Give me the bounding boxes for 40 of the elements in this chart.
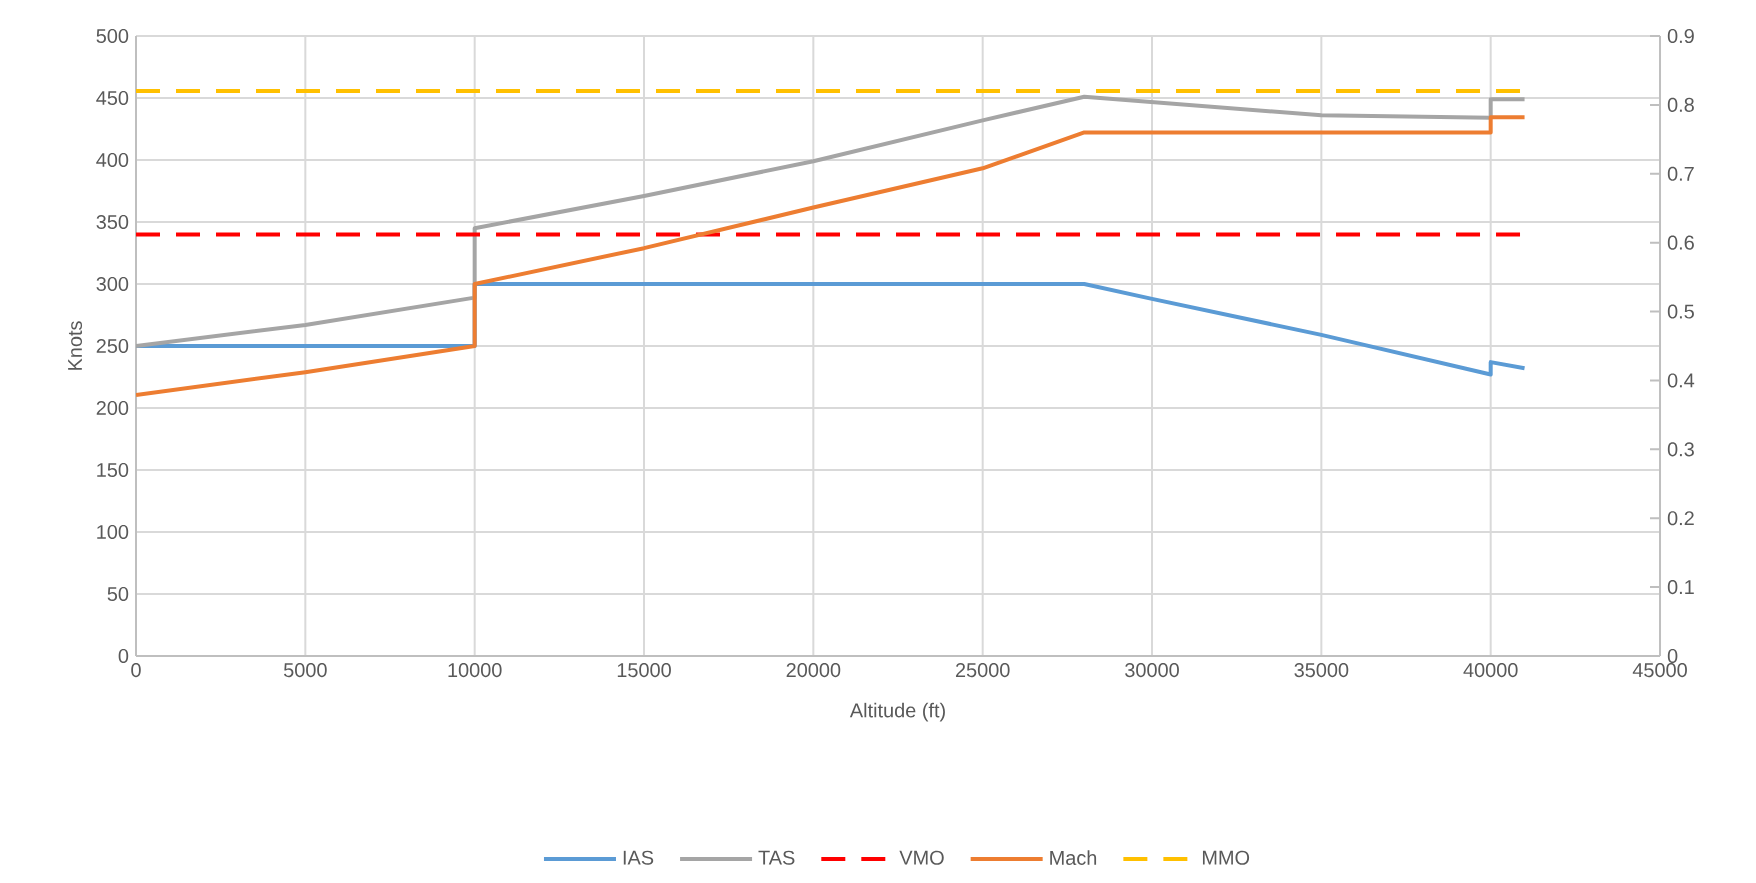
- y-tick-label: 450: [96, 90, 129, 106]
- x-tick-label: 35000: [1294, 663, 1349, 678]
- x-tick-label: 25000: [955, 663, 1010, 678]
- y-tick-label: 100: [97, 524, 129, 540]
- legend-label: VMO: [899, 850, 944, 865]
- x-tick-label: 5000: [283, 663, 327, 678]
- y2-tick-label: 0.5: [1667, 304, 1694, 319]
- legend-label: TAS: [758, 850, 795, 865]
- y-tick-label: 0: [118, 648, 129, 664]
- x-tick-label: 0: [131, 663, 141, 678]
- y-tick-label: 50: [107, 586, 129, 602]
- x-tick-label: 45000: [1632, 663, 1687, 678]
- legend-label: Mach: [1050, 850, 1097, 865]
- line-series: [136, 115, 1527, 397]
- x-tick-label: 20000: [786, 663, 841, 678]
- y-tick-label: 150: [97, 462, 129, 478]
- y-axis-title: Knots: [68, 321, 83, 370]
- y-tick-label: 400: [96, 152, 129, 168]
- y2-tick-label: 0.4: [1667, 373, 1695, 388]
- y-tick-label: 300: [96, 276, 129, 292]
- y2-tick-label: 0: [1667, 648, 1678, 664]
- y2-tick-label: 0.3: [1667, 442, 1694, 457]
- y2-tick-label: 0.6: [1667, 235, 1694, 250]
- y-tick-label: 350: [96, 214, 129, 230]
- y-tick-label: 200: [96, 400, 129, 416]
- x-axis-title: Altitude (ft): [849, 702, 945, 722]
- y2-tick-label: 0.9: [1667, 28, 1694, 44]
- x-tick-label: 15000: [617, 663, 671, 678]
- legend-label: IAS: [623, 850, 654, 865]
- y2-tick-label: 0.1: [1667, 580, 1694, 595]
- x-tick-label: 10000: [448, 663, 502, 678]
- y-tick-label: 500: [96, 28, 129, 44]
- x-tick-label: 30000: [1125, 663, 1179, 678]
- y2-tick-label: 0.7: [1667, 166, 1694, 181]
- line-series: [136, 94, 1527, 348]
- y2-tick-label: 0.2: [1667, 511, 1694, 526]
- legend-label: MMO: [1202, 850, 1250, 865]
- x-tick-label: 40000: [1463, 663, 1518, 678]
- y2-tick-label: 0.8: [1667, 97, 1694, 112]
- y-tick-label: 250: [96, 338, 129, 354]
